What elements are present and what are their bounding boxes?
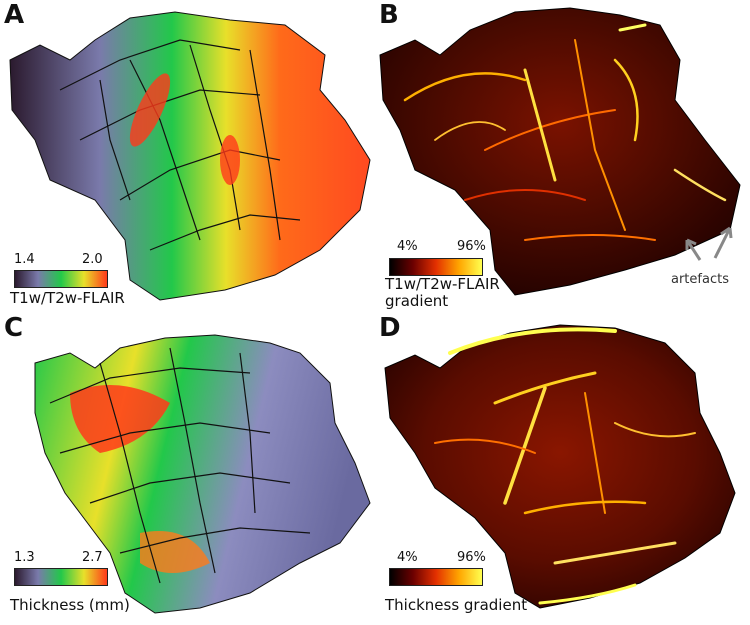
flatmap-t1w-t2w bbox=[9, 11, 371, 301]
colorbar-label: T1w/T2w-FLAIR bbox=[10, 289, 125, 307]
panel-a: A 1.4 2.0 T1w/T2w-FLAIR bbox=[0, 0, 375, 312]
cortical-flatmap bbox=[384, 324, 736, 609]
cortical-flatmap bbox=[9, 11, 371, 301]
hotspot bbox=[220, 135, 240, 185]
colorbar-max: 2.0 bbox=[82, 252, 103, 267]
colorbar-min: 1.3 bbox=[14, 550, 35, 565]
colorbar bbox=[389, 258, 483, 276]
gradient-streaks bbox=[403, 23, 727, 241]
colorbar bbox=[389, 568, 483, 586]
flatmap-thickness bbox=[34, 334, 371, 614]
cortical-flatmap bbox=[379, 7, 741, 296]
arrow-icon bbox=[685, 226, 733, 261]
panel-letter: A bbox=[4, 0, 25, 30]
colorbar bbox=[14, 270, 108, 288]
colorbar-label: Thickness gradient bbox=[385, 596, 528, 614]
hotspot bbox=[70, 385, 170, 453]
colorbar-label: Thickness (mm) bbox=[10, 596, 130, 614]
gradient-streaks bbox=[434, 327, 696, 605]
panel-b: B 4% 96% T1w/T2w-FLAIR gradient artefact… bbox=[375, 0, 750, 312]
parcel-borders bbox=[49, 347, 311, 584]
parcel-borders bbox=[59, 39, 301, 251]
colorbar-label: T1w/T2w-FLAIR gradient bbox=[385, 275, 500, 310]
panel-c: C 1.3 2.7 Thickness (mm) bbox=[0, 313, 375, 625]
panel-d: D 4% 96% Thickness gradient bbox=[375, 313, 750, 625]
colorbar-max: 96% bbox=[457, 550, 486, 565]
panel-letter: C bbox=[4, 313, 24, 343]
hotspot bbox=[140, 531, 210, 573]
flatmap-t1w-t2w-gradient bbox=[379, 7, 741, 296]
colorbar-min: 1.4 bbox=[14, 252, 35, 267]
colorbar-max: 2.7 bbox=[82, 550, 103, 565]
hotspot bbox=[129, 73, 171, 147]
colorbar-min: 4% bbox=[397, 239, 418, 254]
artefacts-label: artefacts bbox=[671, 272, 729, 287]
flatmap-thickness-gradient bbox=[384, 324, 736, 609]
colorbar-max: 96% bbox=[457, 239, 486, 254]
panel-letter: D bbox=[379, 313, 401, 343]
colorbar bbox=[14, 568, 108, 586]
colorbar-min: 4% bbox=[397, 550, 418, 565]
panel-letter: B bbox=[379, 0, 399, 30]
